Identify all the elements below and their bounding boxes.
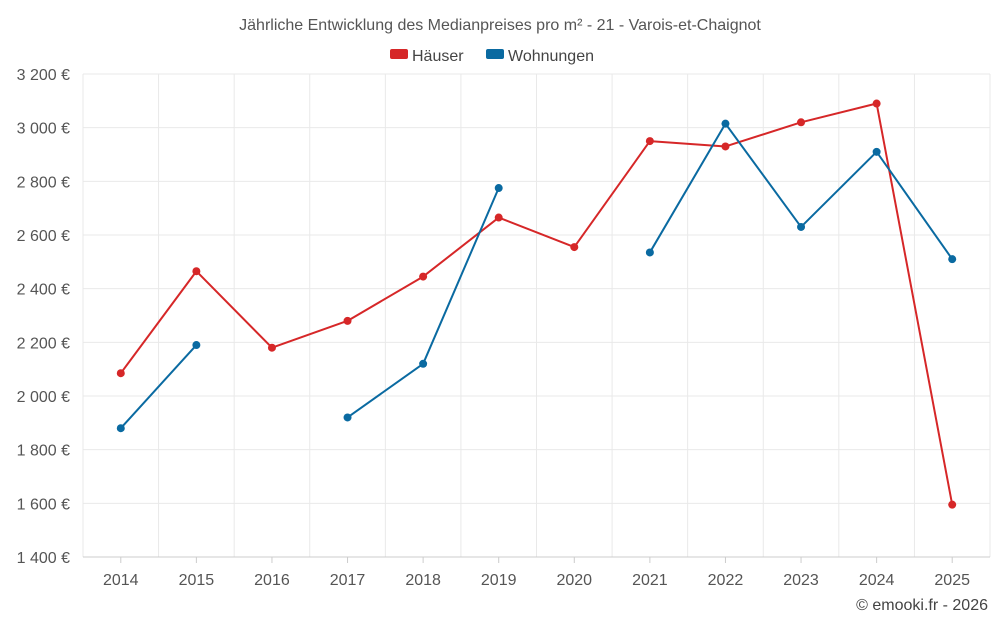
legend-label: Häuser xyxy=(412,48,464,65)
chart-title: Jährliche Entwicklung des Medianpreises … xyxy=(239,17,761,34)
series-line-segment xyxy=(346,187,500,419)
data-point[interactable] xyxy=(948,255,957,264)
x-tick-label: 2016 xyxy=(254,572,290,589)
legend-label: Wohnungen xyxy=(508,48,594,65)
data-point[interactable] xyxy=(645,137,654,146)
data-point[interactable] xyxy=(948,500,957,509)
legend-swatch xyxy=(486,49,504,59)
data-point[interactable] xyxy=(192,267,201,276)
data-point[interactable] xyxy=(721,142,730,151)
x-tick-label: 2018 xyxy=(405,572,441,589)
x-tick-label: 2022 xyxy=(708,572,744,589)
data-point[interactable] xyxy=(419,359,428,368)
legend-swatch xyxy=(390,49,408,59)
y-tick-label: 1 400 € xyxy=(17,550,70,567)
y-tick-label: 3 000 € xyxy=(17,121,70,138)
y-tick-label: 3 200 € xyxy=(17,67,70,84)
data-point[interactable] xyxy=(645,248,654,257)
y-tick-label: 2 200 € xyxy=(17,335,70,352)
x-tick-label: 2017 xyxy=(330,572,366,589)
data-point[interactable] xyxy=(343,316,352,325)
axes: 1 400 € 1 600 € 1 800 € 2 000 € 2 200 € 2 400… xyxy=(17,67,990,589)
y-tick-label: 1 800 € xyxy=(17,443,70,460)
data-point[interactable] xyxy=(570,243,579,252)
data-point[interactable] xyxy=(721,119,730,128)
data-point[interactable] xyxy=(343,413,352,422)
x-tick-label: 2014 xyxy=(103,572,139,589)
credit-text: © emooki.fr - 2026 xyxy=(856,597,988,614)
y-tick-label: 2 600 € xyxy=(17,228,70,245)
data-point[interactable] xyxy=(797,222,806,231)
legend-item-haeuser[interactable]: Häuser xyxy=(390,48,464,65)
x-tick-label: 2015 xyxy=(179,572,215,589)
series-wohnungen xyxy=(116,119,957,433)
series-line-segment xyxy=(120,344,198,429)
y-tick-label: 2 800 € xyxy=(17,174,70,191)
x-tick-label: 2024 xyxy=(859,572,895,589)
x-tick-label: 2021 xyxy=(632,572,668,589)
y-tick-label: 2 000 € xyxy=(17,389,70,406)
series-line-segment xyxy=(119,102,954,505)
y-tick-label: 2 400 € xyxy=(17,282,70,299)
x-tick-label: 2019 xyxy=(481,572,517,589)
legend-item-wohnungen[interactable]: Wohnungen xyxy=(486,48,594,65)
legend: Häuser Wohnungen xyxy=(390,48,594,65)
data-point[interactable] xyxy=(419,272,428,281)
x-tick-label: 2023 xyxy=(783,572,819,589)
data-point[interactable] xyxy=(267,343,276,352)
data-point[interactable] xyxy=(872,147,881,156)
series-layer xyxy=(116,99,957,509)
x-tick-label: 2020 xyxy=(556,572,592,589)
data-point[interactable] xyxy=(116,369,125,378)
y-tick-label: 1 600 € xyxy=(17,496,70,513)
data-point[interactable] xyxy=(116,424,125,433)
data-point[interactable] xyxy=(797,118,806,127)
data-point[interactable] xyxy=(494,184,503,193)
data-point[interactable] xyxy=(494,213,503,222)
data-point[interactable] xyxy=(192,341,201,350)
x-tick-label: 2025 xyxy=(934,572,970,589)
data-point[interactable] xyxy=(872,99,881,108)
series-haeuser xyxy=(116,99,957,509)
grid xyxy=(82,73,991,557)
